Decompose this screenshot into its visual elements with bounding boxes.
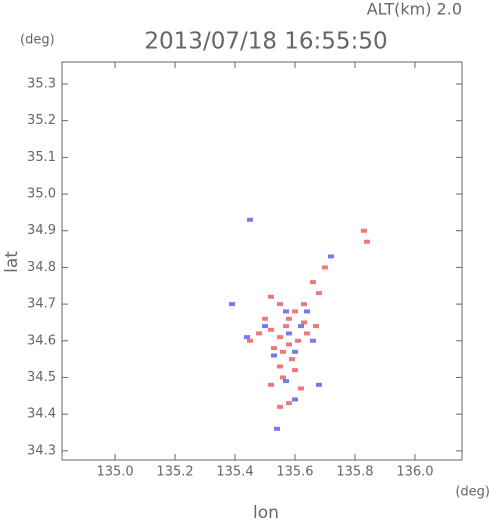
echo-cell: [303, 331, 310, 336]
echo-cell: [303, 309, 310, 314]
echo-cell: [244, 335, 251, 340]
echo-cell: [300, 302, 307, 307]
y-tick-label: 34.6: [27, 333, 56, 348]
echo-cell: [282, 324, 289, 329]
echo-cell: [288, 357, 295, 362]
echo-cell: [285, 342, 292, 347]
altitude-label: ALT(km) 2.0: [367, 0, 462, 19]
echo-cell: [273, 426, 280, 431]
y-tick-label: 34.4: [27, 407, 56, 422]
echo-cell: [229, 302, 236, 307]
echo-cell: [327, 254, 334, 259]
echo-cell: [291, 309, 298, 314]
echo-cell: [276, 404, 283, 409]
x-axis-label: lon: [253, 503, 279, 521]
y-tick-label: 35.2: [27, 113, 56, 128]
echo-cell: [309, 280, 316, 285]
echo-cell: [291, 368, 298, 373]
echo-cell: [309, 338, 316, 343]
echo-cell: [321, 265, 328, 270]
x-unit: (deg): [455, 485, 490, 500]
echo-cell: [279, 349, 286, 354]
echo-cell: [291, 349, 298, 354]
echo-cell: [270, 346, 277, 351]
echo-cell: [261, 324, 268, 329]
y-tick-label: 34.8: [27, 260, 56, 275]
echo-cell: [300, 320, 307, 325]
y-tick-label: 34.3: [27, 443, 56, 458]
echo-cell: [256, 331, 263, 336]
echo-cell: [285, 331, 292, 336]
echo-cell: [282, 309, 289, 314]
x-tick-label: 136.0: [396, 465, 433, 480]
y-tick-label: 34.7: [27, 297, 56, 312]
echo-cell: [267, 327, 274, 332]
y-tick-label: 34.5: [27, 370, 56, 385]
echo-cell: [267, 294, 274, 299]
echo-cell: [267, 382, 274, 387]
echo-cell: [276, 302, 283, 307]
y-axis-label: lat: [2, 251, 22, 273]
echo-cell: [282, 379, 289, 384]
x-tick-label: 135.6: [276, 465, 313, 480]
echo-cell: [247, 217, 254, 222]
echo-cell: [297, 324, 304, 329]
x-tick-label: 135.8: [336, 465, 373, 480]
echo-cell: [315, 382, 322, 387]
echo-cell: [261, 316, 268, 321]
echo-cell: [291, 397, 298, 402]
plot-frame: [61, 61, 463, 461]
echo-cell: [297, 386, 304, 391]
echo-cell: [285, 401, 292, 406]
echo-cell: [247, 338, 254, 343]
echo-cell: [276, 335, 283, 340]
echo-cell: [270, 353, 277, 358]
chart-title: 2013/07/18 16:55:50: [144, 29, 387, 55]
x-tick-label: 135.4: [216, 465, 253, 480]
y-unit: (deg): [20, 33, 55, 48]
echo-cell: [294, 338, 301, 343]
echo-cell: [312, 324, 319, 329]
y-tick-label: 34.9: [27, 223, 56, 238]
echo-cell: [276, 364, 283, 369]
echo-cell: [315, 291, 322, 296]
y-tick-label: 35.1: [27, 150, 56, 165]
echo-cell: [285, 316, 292, 321]
y-tick-label: 35.0: [27, 187, 56, 202]
echo-cell: [363, 239, 370, 244]
x-tick-label: 135.2: [156, 465, 193, 480]
x-tick-label: 135.0: [96, 465, 133, 480]
echo-cell: [360, 228, 367, 233]
echo-cell: [279, 375, 286, 380]
y-tick-label: 35.3: [27, 77, 56, 92]
